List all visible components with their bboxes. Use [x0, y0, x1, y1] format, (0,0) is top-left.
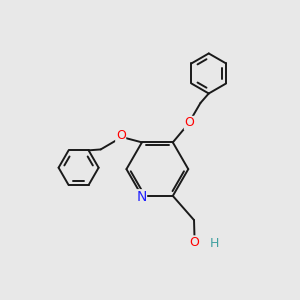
Text: N: N — [136, 190, 146, 204]
Text: O: O — [184, 116, 194, 129]
Text: O: O — [116, 129, 126, 142]
Text: H: H — [210, 237, 219, 250]
Text: O: O — [190, 236, 200, 249]
